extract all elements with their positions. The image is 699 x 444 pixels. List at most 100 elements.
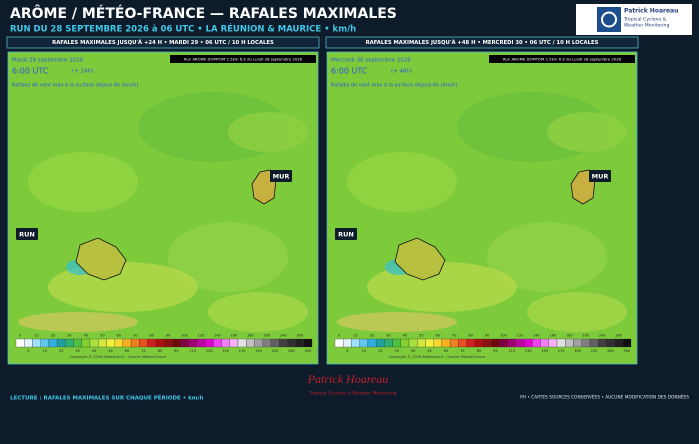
colorbar-swatch bbox=[106, 338, 115, 348]
place-label: MUR bbox=[592, 173, 609, 181]
colorbar-swatch bbox=[147, 338, 156, 348]
subtitle: RUN DU 28 SEPTEMBRE 2026 à 06 UTC • LA R… bbox=[10, 23, 356, 35]
colorbar-label: 15 bbox=[362, 349, 366, 353]
place-label: MUR bbox=[273, 173, 290, 181]
colorbar-swatch bbox=[262, 338, 272, 348]
colorbar-swatch bbox=[548, 338, 558, 348]
colorbar-swatch bbox=[589, 338, 599, 348]
colorbar-swatch bbox=[400, 338, 410, 348]
map-lead: (+ 48h) bbox=[391, 69, 412, 75]
colorbar-swatch bbox=[278, 338, 288, 348]
terrain-patch bbox=[347, 152, 457, 212]
colorbar-swatch bbox=[441, 338, 451, 348]
terrain-patch bbox=[487, 222, 607, 292]
terrain-patch bbox=[367, 262, 517, 312]
logo-line: Tropical Cyclone & bbox=[623, 17, 667, 23]
colorbar-label: 100 bbox=[500, 334, 507, 338]
title: ARÔME / MÉTÉO-FRANCE — RAFALES MAXIMALES bbox=[10, 4, 397, 22]
run-label-box bbox=[170, 55, 316, 63]
map: Run AROME DOMTOM 2.5km 6 Z du Lundi 28 s… bbox=[326, 51, 638, 365]
terrain-patch bbox=[208, 292, 308, 332]
map-time: 6:00 UTC bbox=[12, 67, 49, 76]
colorbar-label: 65 bbox=[125, 349, 129, 353]
colorbar-label: 70 bbox=[133, 334, 137, 338]
colorbar-swatch bbox=[573, 338, 582, 348]
colorbar-swatch bbox=[213, 338, 222, 348]
terrain-patch bbox=[28, 152, 138, 212]
terrain-patch bbox=[18, 312, 138, 332]
colorbar-swatch bbox=[392, 338, 401, 348]
copyright: Copyright © 2026 Meteociel.fr - Source M… bbox=[389, 355, 486, 359]
colorbar-label: 70 bbox=[452, 334, 456, 338]
colorbar-label: 50 bbox=[100, 334, 104, 338]
colorbar-label: 20 bbox=[51, 334, 55, 338]
colorbar-swatch bbox=[172, 338, 181, 348]
colorbar-label: 200 bbox=[263, 334, 270, 338]
colorbar-label: 30 bbox=[386, 334, 390, 338]
terrain-patch bbox=[228, 112, 308, 152]
colorbar-swatch bbox=[343, 338, 352, 348]
panel-header-box bbox=[325, 36, 639, 49]
colorbar-label: 100 bbox=[181, 334, 188, 338]
terrain-patch bbox=[48, 262, 198, 312]
colorbar-label: 150 bbox=[222, 349, 229, 353]
panel-header-box bbox=[6, 36, 320, 49]
colorbar-label: 55 bbox=[108, 349, 112, 353]
colorbar-label: 260 bbox=[607, 349, 614, 353]
colorbar-swatch bbox=[180, 338, 189, 348]
colorbar-label: 5 bbox=[27, 349, 29, 353]
colorbar-label: 150 bbox=[541, 349, 548, 353]
terrain-patch bbox=[547, 112, 627, 152]
colorbar-swatch bbox=[417, 338, 426, 348]
colorbar-swatch bbox=[56, 338, 66, 348]
colorbar-label: 75 bbox=[141, 349, 145, 353]
colorbar-label: 80 bbox=[149, 334, 153, 338]
terrain-patch bbox=[337, 312, 457, 332]
colorbar-swatch bbox=[139, 338, 148, 348]
colorbar-label: 55 bbox=[427, 349, 431, 353]
panel: RAFALES MAXIMALES JUSQU'À +24 H • MARDI … bbox=[6, 36, 320, 365]
colorbar-swatch bbox=[73, 338, 82, 348]
colorbar-swatch bbox=[89, 338, 99, 348]
colorbar-swatch bbox=[449, 338, 459, 348]
colorbar-label: 90 bbox=[166, 334, 170, 338]
place-box bbox=[589, 170, 611, 182]
colorbar-swatch bbox=[540, 338, 549, 348]
colorbar-label: 15 bbox=[43, 349, 47, 353]
terrain-patch bbox=[168, 222, 288, 292]
run-label: Run AROME DOMTOM 2.5km 6 Z du Lundi 28 s… bbox=[184, 56, 303, 61]
colorbar-label: 0 bbox=[19, 334, 21, 338]
place-box bbox=[270, 170, 292, 182]
colorbar-swatch bbox=[246, 338, 255, 348]
colorbar-swatch bbox=[367, 338, 377, 348]
colorbar-label: 240 bbox=[599, 334, 606, 338]
colorbar-swatch bbox=[474, 338, 484, 348]
signature-sub: Tropical Cyclone & Weather Monitoring bbox=[308, 391, 396, 397]
colorbar-label: 130 bbox=[525, 349, 532, 353]
colorbar-label: 170 bbox=[239, 349, 246, 353]
map-frame bbox=[326, 51, 638, 365]
place-label: RUN bbox=[338, 231, 354, 239]
colorbar-swatch bbox=[122, 338, 132, 348]
colorbar-label: 10 bbox=[34, 334, 38, 338]
colorbar-swatch bbox=[303, 338, 313, 348]
colorbar-swatch bbox=[359, 338, 369, 348]
colorbar-label: 10 bbox=[353, 334, 357, 338]
colorbar-swatch bbox=[556, 338, 566, 348]
colorbar-swatch bbox=[229, 338, 239, 348]
colorbar-swatch bbox=[515, 338, 525, 348]
colorbar-label: 220 bbox=[591, 349, 598, 353]
colorbar-label: 240 bbox=[280, 334, 287, 338]
map-caption: Rafales de vent max à la surface depuis … bbox=[12, 82, 138, 89]
colorbar-swatch bbox=[196, 338, 206, 348]
colorbar-swatch bbox=[221, 338, 230, 348]
colorbar-swatch bbox=[351, 338, 360, 348]
colorbar-swatch bbox=[48, 338, 58, 348]
colorbar-label: 140 bbox=[533, 334, 540, 338]
colorbar-label: 45 bbox=[411, 349, 415, 353]
footer-right: PH • CARTES SOURCES CONSERVÉES • AUCUNE … bbox=[520, 393, 689, 401]
signature: Patrick Hoareau bbox=[307, 372, 389, 386]
colorbar-label: 25 bbox=[59, 349, 63, 353]
colorbar-swatch bbox=[295, 338, 304, 348]
colorbar-label: 45 bbox=[92, 349, 96, 353]
